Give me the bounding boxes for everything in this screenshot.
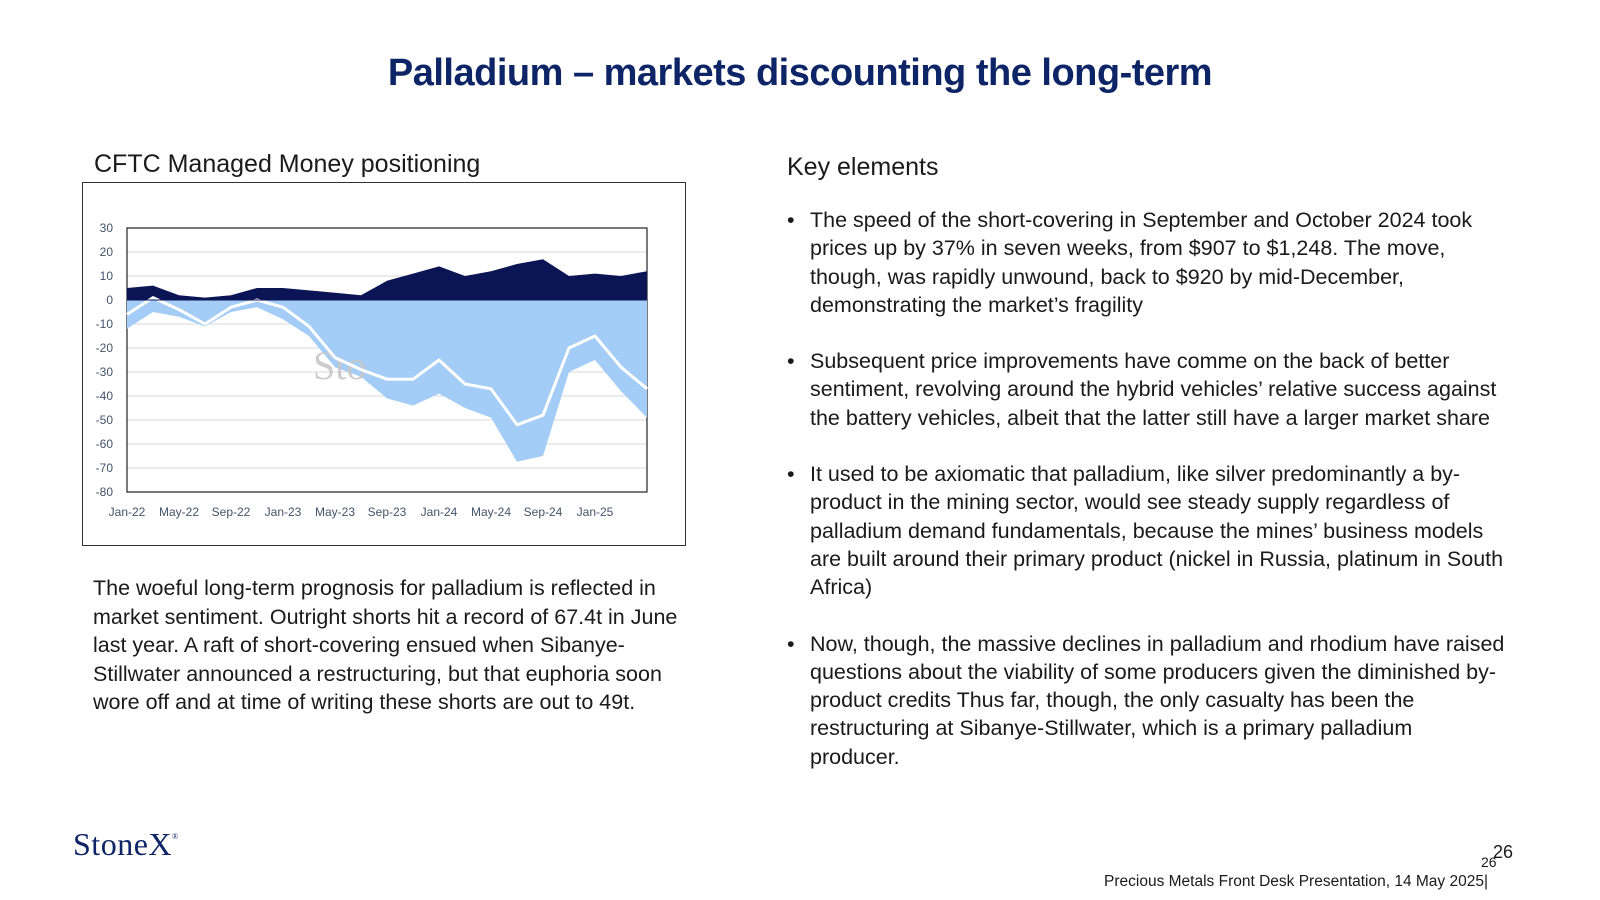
logo-text: StoneX — [73, 826, 172, 862]
x-tick-label: Jan-22 — [109, 505, 146, 519]
bullet-text: Now, though, the massive declines in pal… — [810, 631, 1505, 769]
y-tick-label: 10 — [100, 269, 114, 283]
bullet-text: Subsequent price improvements have comme… — [810, 349, 1497, 430]
bullet-dot: • — [787, 631, 795, 656]
x-tick-label: Jan-24 — [421, 505, 458, 519]
bullet-item: • Subsequent price improvements have comm… — [787, 347, 1507, 432]
longs-area — [127, 259, 647, 300]
bullet-dot: • — [787, 462, 795, 487]
positioning-chart: Sto 30 20 10 0 -10 -20 -30 -40 -50 -60 -70 -80 Jan-22… — [96, 221, 648, 519]
y-tick-label: -10 — [96, 317, 114, 331]
left-paragraph: The woeful long-term prognosis for palla… — [93, 576, 678, 714]
y-tick-label: -30 — [96, 365, 114, 379]
x-tick-label: May-24 — [471, 505, 511, 519]
shorts-area — [127, 300, 647, 462]
key-elements-list: • The speed of the short-covering in Sept… — [787, 206, 1507, 799]
watermark-text: Sto — [313, 343, 366, 388]
x-tick-label: May-23 — [315, 505, 355, 519]
chart-heading: CFTC Managed Money positioning — [94, 150, 481, 178]
page-number-secondary: 26 — [1481, 854, 1497, 870]
y-tick-label: 20 — [100, 245, 114, 259]
y-tick-label: -50 — [96, 413, 114, 427]
logo-registered-mark: ® — [172, 832, 179, 841]
y-tick-label: 30 — [100, 221, 114, 235]
net-position-line — [126, 296, 648, 427]
x-tick-label: Sep-24 — [524, 505, 563, 519]
stonex-logo: StoneX® — [73, 826, 179, 863]
slide-title: Palladium – markets discounting the long… — [387, 52, 1213, 94]
y-tick-label: -80 — [96, 485, 114, 499]
x-tick-label: May-22 — [159, 505, 199, 519]
page-number: 26 — [1493, 842, 1514, 862]
x-tick-label: Sep-22 — [212, 505, 251, 519]
bullet-text: The speed of the short-covering in Septe… — [810, 208, 1473, 317]
bullet-item: • It used to be axiomatic that palladium,… — [787, 460, 1507, 601]
footer-text: Precious Metals Front Desk Presentation,… — [1104, 873, 1488, 890]
y-tick-label: -70 — [96, 461, 114, 475]
chart-frame: Sto 30 20 10 0 -10 -20 -30 -40 -50 -60 -70 -80 Jan-22… — [82, 182, 686, 546]
bullet-item: • The speed of the short-covering in Sept… — [787, 206, 1507, 319]
bullet-dot: • — [787, 208, 795, 232]
x-tick-label: Sep-23 — [368, 505, 407, 519]
bullet-dot: • — [787, 349, 795, 374]
y-tick-label: -60 — [96, 437, 114, 451]
x-tick-label: Jan-25 — [577, 505, 614, 519]
x-tick-label: Jan-23 — [265, 505, 302, 519]
bullet-text: It used to be axiomatic that palladium, … — [810, 462, 1504, 600]
key-elements-heading: Key elements — [787, 153, 939, 181]
y-tick-label: 0 — [106, 293, 113, 307]
y-tick-label: -40 — [96, 389, 114, 403]
bullet-item: • Now, though, the massive declines in pa… — [787, 630, 1507, 771]
y-tick-label: -20 — [96, 341, 114, 355]
